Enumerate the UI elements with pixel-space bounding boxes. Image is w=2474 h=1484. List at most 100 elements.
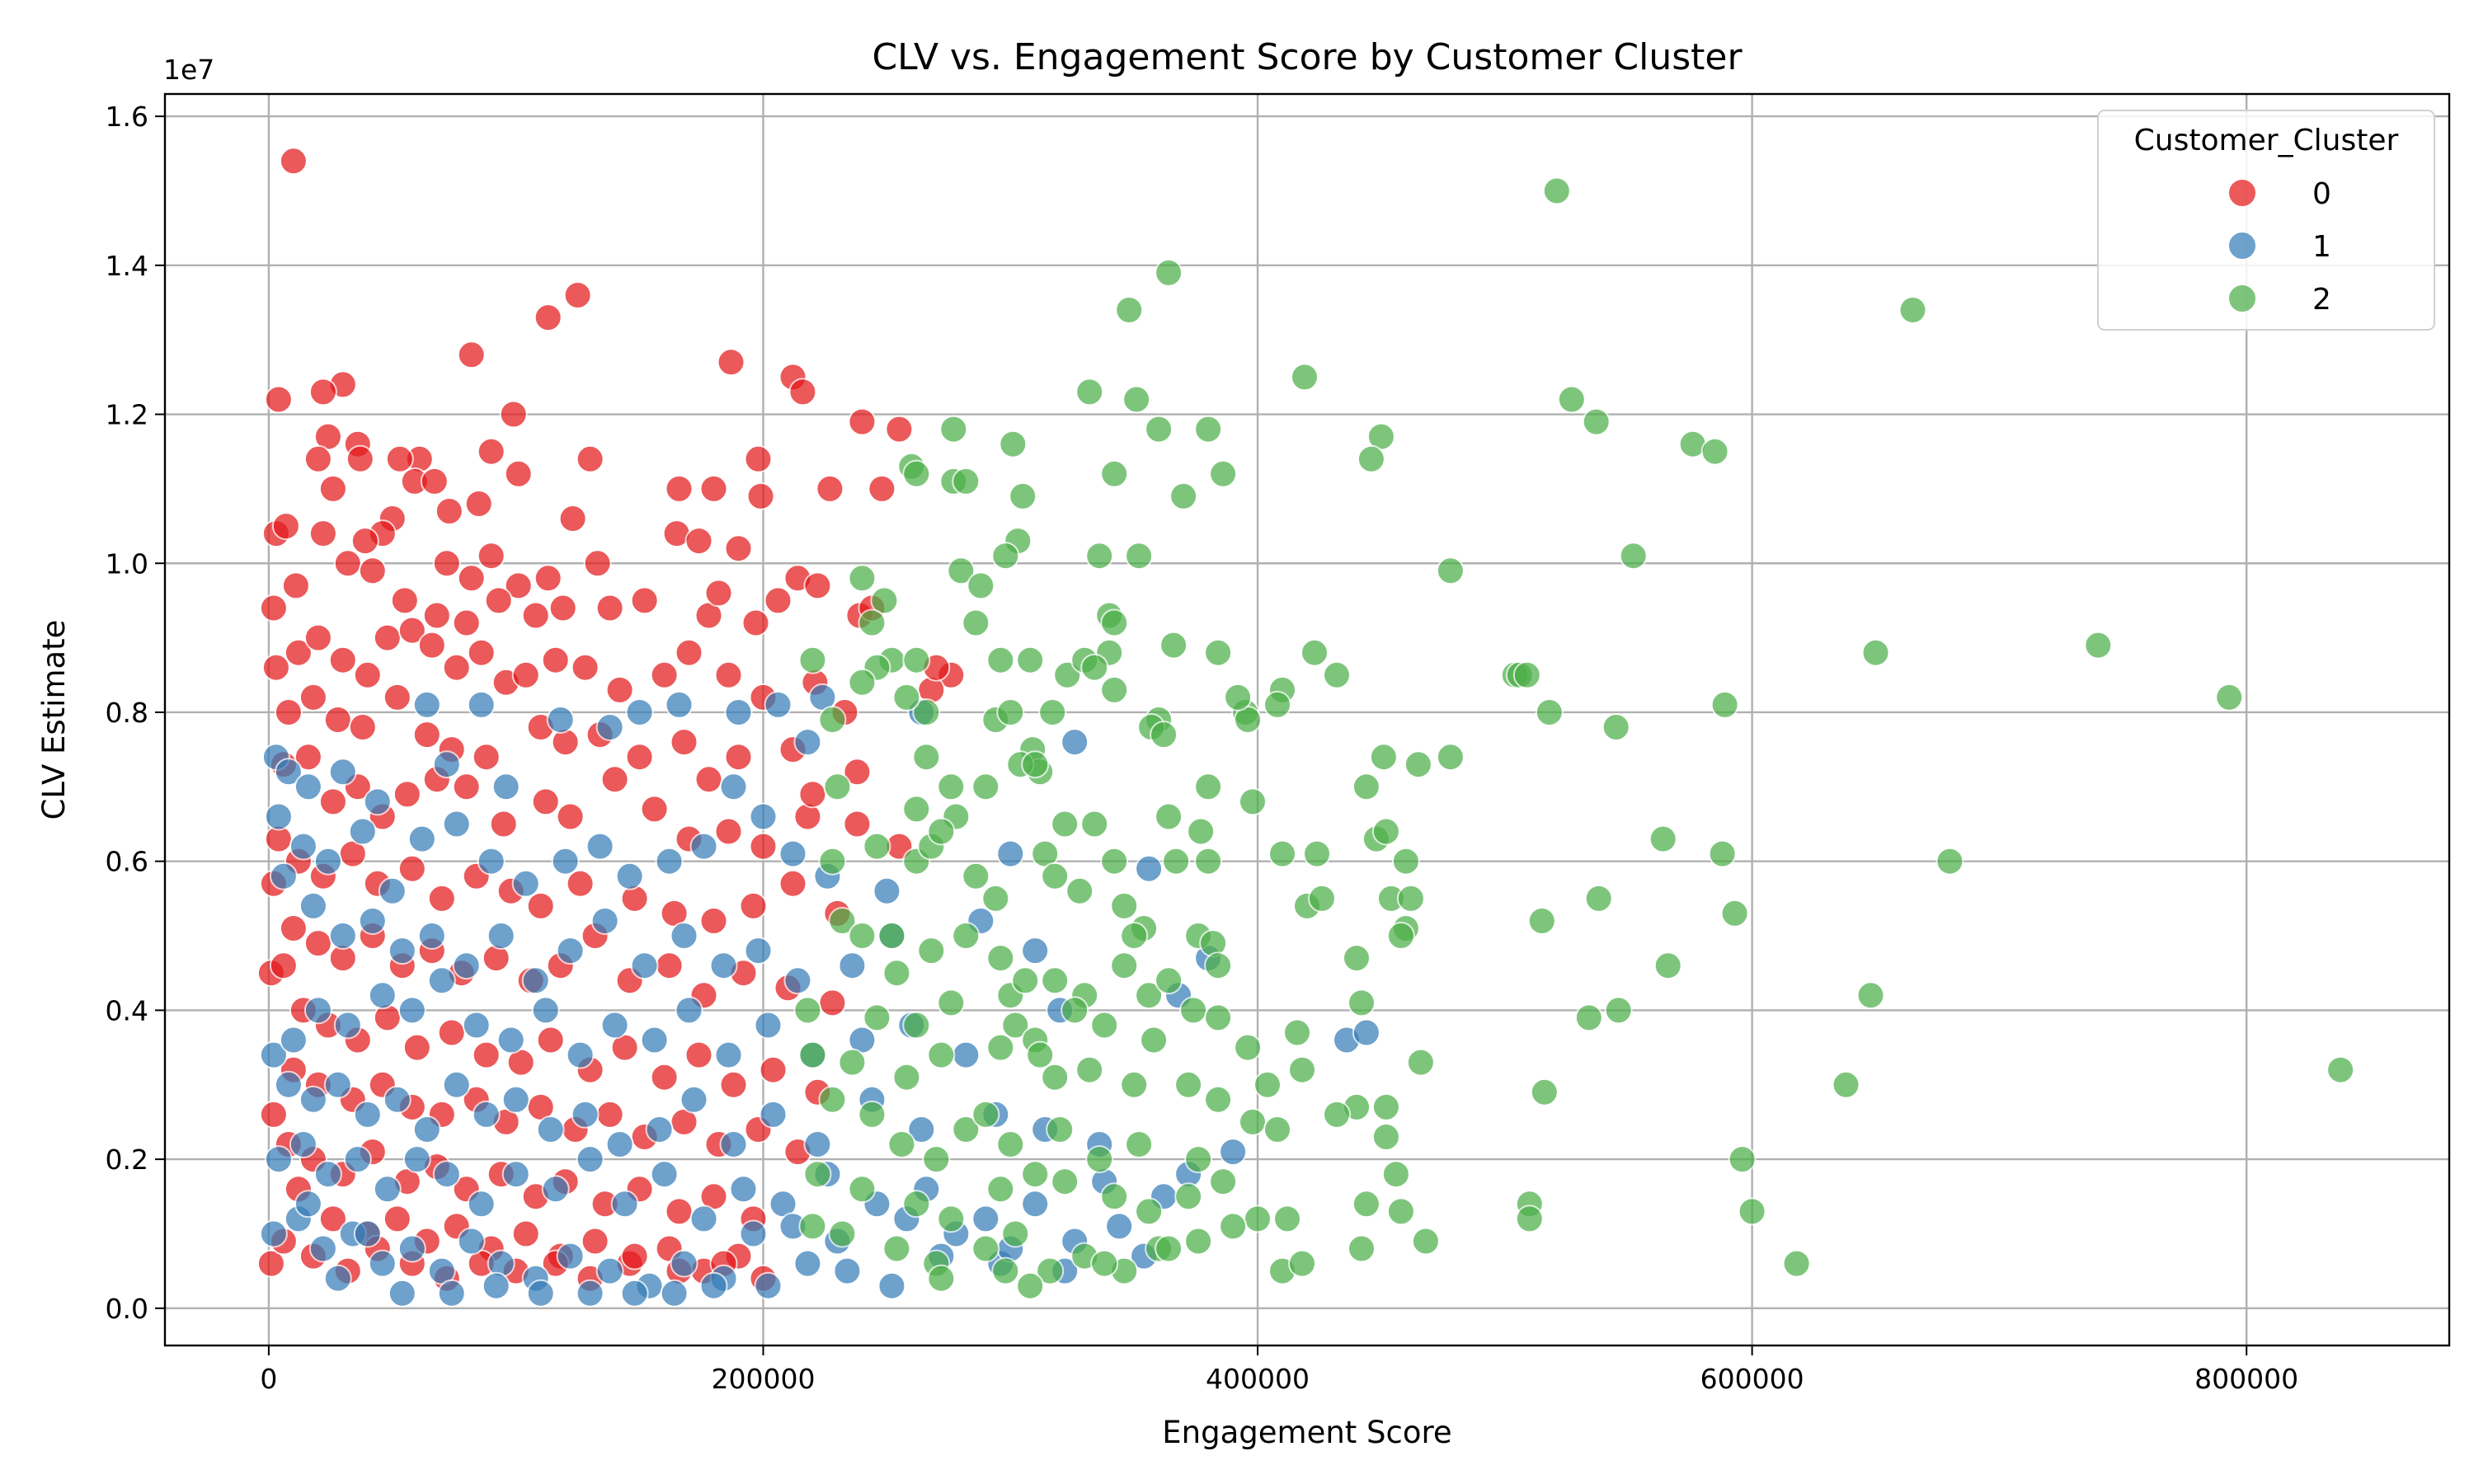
data-point [749, 832, 778, 861]
data-point [1100, 608, 1129, 637]
data-point [744, 937, 773, 965]
data-point [556, 802, 585, 831]
data-point [534, 564, 562, 593]
data-point [828, 1219, 857, 1248]
data-point [1357, 444, 1385, 473]
data-point [390, 586, 419, 615]
data-point [452, 608, 481, 637]
data-point [655, 951, 684, 980]
x-tick-label: 400000 [1206, 1363, 1310, 1395]
data-point [1075, 378, 1104, 406]
data-point [1135, 981, 1164, 1010]
data-point [346, 444, 374, 473]
data-point [1308, 884, 1336, 913]
data-point [1619, 542, 1648, 571]
data-point [620, 1279, 649, 1308]
data-point [798, 1212, 827, 1241]
data-point [1204, 1003, 1233, 1032]
data-point [556, 937, 585, 965]
data-point [261, 653, 290, 682]
data-point [1263, 690, 1291, 719]
data-point [1404, 750, 1432, 779]
data-point [333, 549, 362, 578]
data-point [625, 698, 654, 726]
data-point [452, 773, 481, 801]
data-point [655, 847, 684, 876]
data-point [660, 1279, 689, 1308]
legend-marker-2 [2227, 284, 2257, 313]
data-point [472, 743, 501, 772]
data-point [1100, 847, 1129, 876]
data-point [1155, 966, 1183, 995]
x-tick-label: 0 [260, 1363, 277, 1395]
data-point [986, 944, 1015, 973]
data-point [749, 802, 778, 831]
data-point [1542, 176, 1571, 205]
data-point [551, 847, 580, 876]
data-point [610, 1190, 639, 1219]
data-point [328, 758, 357, 787]
data-point [1135, 1197, 1164, 1226]
data-point [991, 542, 1020, 571]
data-point [670, 1249, 698, 1278]
data-point [521, 601, 550, 630]
data-point [432, 1160, 461, 1189]
data-point [427, 884, 456, 913]
data-point [1436, 556, 1465, 585]
data-point [264, 1145, 293, 1174]
data-point [323, 706, 352, 734]
data-point [1100, 459, 1129, 488]
data-point [358, 556, 387, 585]
data-point [719, 1130, 748, 1158]
data-point [353, 1100, 382, 1129]
data-point [717, 348, 745, 377]
data-point [1557, 385, 1586, 414]
data-point [472, 1040, 501, 1069]
data-point [368, 981, 397, 1010]
data-point [665, 474, 694, 503]
data-point [432, 549, 461, 578]
data-point [798, 646, 827, 674]
data-point [952, 922, 981, 950]
data-point [271, 512, 300, 541]
data-point [595, 594, 624, 622]
data-point [798, 1040, 827, 1069]
data-point [999, 430, 1028, 458]
data-point [412, 721, 441, 749]
data-point [952, 1115, 981, 1144]
data-point [1155, 802, 1183, 831]
data-point [848, 1175, 877, 1204]
data-point [412, 690, 441, 719]
data-point [1051, 810, 1079, 838]
data-point [397, 854, 426, 883]
data-point [803, 1130, 832, 1158]
data-point [511, 869, 540, 898]
data-point [971, 1100, 1000, 1129]
data-point [1653, 951, 1682, 980]
data-point [328, 922, 357, 950]
data-point [576, 444, 604, 473]
data-point [816, 474, 844, 503]
data-point [600, 765, 629, 794]
data-point [1584, 884, 1613, 913]
data-point [279, 914, 308, 942]
data-point [457, 340, 486, 369]
data-point [323, 1264, 352, 1293]
data-point [1041, 966, 1070, 995]
data-point [1348, 1234, 1376, 1263]
legend-marker-0 [2227, 178, 2257, 208]
data-point [274, 698, 303, 726]
y-tick-label: 1.2 [106, 399, 148, 431]
data-point [1239, 1107, 1267, 1136]
data-point [464, 490, 493, 518]
data-point [1224, 683, 1253, 711]
data-point [1194, 415, 1223, 444]
data-point [420, 467, 449, 495]
data-point [650, 1063, 679, 1092]
data-point [1174, 1070, 1203, 1099]
data-point [462, 1011, 491, 1040]
data-point [971, 773, 1000, 801]
data-point [504, 571, 533, 600]
data-point [467, 690, 496, 719]
data-point [967, 571, 995, 600]
